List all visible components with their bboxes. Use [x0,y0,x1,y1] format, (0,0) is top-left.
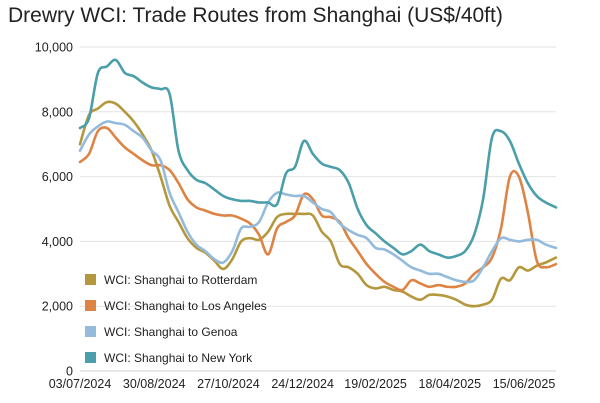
legend-label: WCI: Shanghai to Genoa [104,325,238,339]
series-line-wci-shanghai-to-new-york [78,58,558,259]
legend-swatch [85,274,96,285]
x-tick-label: 24/12/2024 [271,377,334,391]
x-tick-label: 19/02/2025 [344,377,407,391]
y-tick-label: 10,000 [35,41,73,55]
y-tick-label: 6,000 [42,170,73,184]
series-line-wci-shanghai-to-rotterdam [78,100,558,308]
x-tick-label: 03/07/2024 [49,377,112,391]
x-tick-label: 15/06/2025 [493,377,556,391]
y-tick-label: 0 [66,365,73,379]
legend-label: WCI: Shanghai to New York [104,351,253,365]
series-lines [78,58,558,308]
y-tick-label: 8,000 [42,105,73,119]
x-tick-label: 27/10/2024 [197,377,260,391]
x-tick-label: 30/08/2024 [123,377,186,391]
x-tick-label: 18/04/2025 [419,377,482,391]
legend-swatch [85,352,96,363]
series-line-wci-shanghai-to-genoa [78,120,558,284]
gridlines [80,46,556,372]
legend-swatch [85,326,96,337]
legend-label: WCI: Shanghai to Rotterdam [104,273,257,287]
legend-swatch [85,300,96,311]
x-axis-ticks: 03/07/2024 30/08/2024 27/10/2024 24/12/2024… [49,377,556,391]
y-tick-label: 2,000 [42,300,73,314]
legend: WCI: Shanghai to Rotterdam WCI: Shanghai … [85,273,267,365]
chart-title: Drewry WCI: Trade Routes from Shanghai (… [8,4,503,27]
legend-label: WCI: Shanghai to Los Angeles [104,299,267,313]
y-axis-ticks: 0 2,000 4,000 6,000 8,000 10,000 [35,41,73,379]
y-tick-label: 4,000 [42,235,73,249]
